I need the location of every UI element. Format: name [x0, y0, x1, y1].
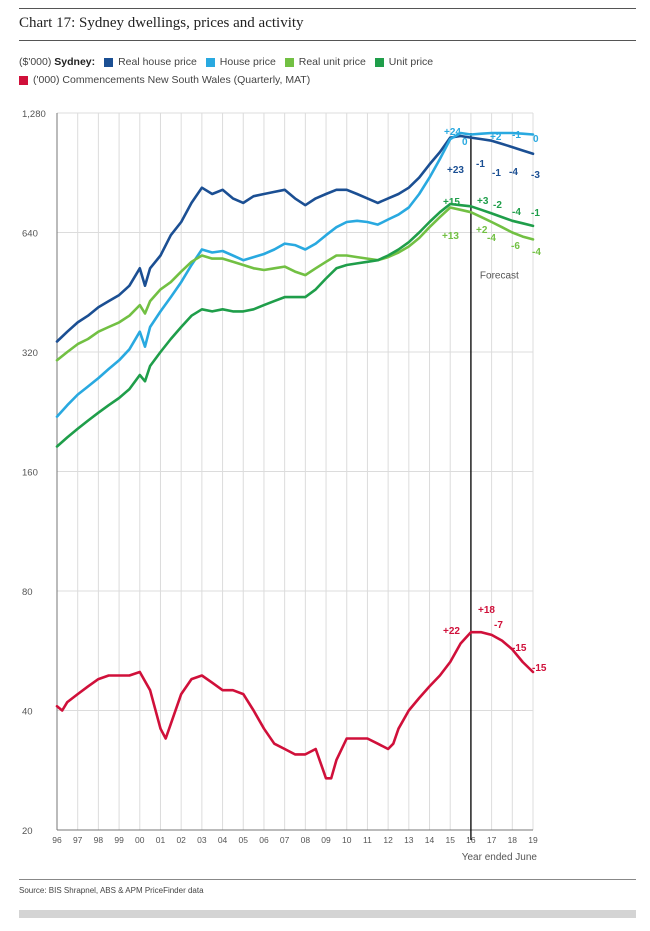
data-label: +3: [477, 196, 489, 207]
x-axis-title: Year ended June: [462, 852, 538, 863]
legend-swatch-real-house-price: [104, 57, 114, 67]
series-line-3: [55, 202, 535, 448]
y-tick-label: 1,280: [22, 109, 46, 120]
y-tick-label: 160: [22, 468, 38, 479]
x-tick-label: 10: [342, 835, 352, 845]
data-label: -4: [509, 167, 518, 178]
data-label: -7: [494, 620, 503, 631]
legend-swatch-real-unit-price: [284, 57, 294, 67]
data-label: -2: [493, 200, 502, 211]
x-tick-label: 19: [528, 835, 538, 845]
data-label: -3: [531, 170, 540, 181]
legend-group-label: Sydney:: [54, 56, 96, 69]
series-line-4: [55, 630, 535, 780]
x-tick-label: 97: [73, 835, 83, 845]
data-label: -1: [531, 208, 540, 219]
y-tick-label: 20: [22, 826, 33, 837]
data-label: 0: [462, 137, 468, 148]
x-tick-label: 03: [197, 835, 207, 845]
data-label: 0: [533, 134, 539, 145]
series-line-1: [55, 131, 535, 418]
source-rule: [19, 879, 636, 880]
series-layer: [55, 131, 535, 780]
x-tick-label: 11: [363, 835, 372, 845]
legend-row-commencements: ('000) Commencements New South Wales (Qu…: [19, 74, 310, 86]
chart-title: Chart 17: Sydney dwellings, prices and a…: [19, 15, 304, 31]
x-tick-label: 08: [301, 835, 311, 845]
data-label: -15: [512, 643, 527, 654]
top-rule: [19, 8, 636, 9]
data-label: +2: [490, 132, 502, 143]
x-tick-label: 05: [239, 835, 249, 845]
x-tick-label: 17: [487, 835, 497, 845]
x-tick-label: 02: [176, 835, 186, 845]
legend-unit: ($'000): [19, 56, 52, 69]
x-tick-label: 98: [94, 835, 104, 845]
legend-label-commencements: ('000) Commencements New South Wales (Qu…: [33, 74, 311, 87]
x-tick-label: 13: [404, 835, 414, 845]
data-label: -1: [492, 168, 501, 179]
series-line-2: [55, 206, 535, 362]
forecast-label: Forecast: [480, 271, 519, 282]
data-label: +2: [476, 225, 488, 236]
x-tick-label: 99: [114, 835, 124, 845]
axis-layer: 96 97 98 99 00 01 02 03 04 05 06 07 08 09 10 11 12 13 14 15…: [22, 109, 538, 863]
legend-swatch-unit-price: [374, 57, 384, 67]
legend-label-house-price: House price: [219, 56, 276, 69]
y-tick-label: 320: [22, 348, 38, 359]
data-label: +24: [444, 127, 461, 138]
data-label: -15: [532, 663, 547, 674]
x-tick-label: 15: [445, 835, 455, 845]
x-tick-label: 09: [321, 835, 331, 845]
data-label: -6: [511, 241, 520, 252]
title-rule: [19, 40, 636, 41]
x-tick-label: 96: [52, 835, 62, 845]
legend-label-real-house-price: Real house price: [118, 56, 197, 69]
legend-swatch-commencements: [19, 75, 28, 85]
legend-label-real-unit-price: Real unit price: [298, 56, 366, 69]
data-label: -1: [512, 130, 521, 141]
legend-swatch-house-price: [205, 57, 215, 67]
data-label: +22: [443, 626, 460, 637]
data-label: +23: [447, 165, 464, 176]
data-label: -4: [487, 233, 496, 244]
grid-layer: [57, 112, 534, 831]
source-note: Source: BIS Shrapnel, ABS & APM PriceFin…: [19, 886, 204, 895]
x-tick-label: 18: [508, 835, 518, 845]
x-tick-label: 00: [135, 835, 145, 845]
x-tick-label: 07: [280, 835, 290, 845]
x-tick-label: 01: [156, 835, 166, 845]
data-label: +13: [442, 231, 459, 242]
data-label: +15: [443, 197, 460, 208]
y-tick-label: 640: [22, 229, 38, 240]
bottom-bar: [19, 910, 636, 918]
data-label: +18: [478, 605, 495, 616]
x-tick-label: 14: [425, 835, 435, 845]
x-tick-label: 06: [259, 835, 269, 845]
data-label: -4: [512, 207, 521, 218]
data-label: -4: [532, 247, 541, 258]
annotation-layer: +240 +2 -1 0+23-1-1 -4 -3+15 +3 -2-4 -1+13+2-4-6…: [442, 127, 547, 674]
legend-row-prices: ($'000) Sydney: Real house price House p…: [19, 56, 433, 68]
y-tick-label: 80: [22, 587, 33, 598]
data-label: -1: [476, 159, 485, 170]
legend-label-unit-price: Unit price: [388, 56, 434, 69]
x-tick-label: 12: [383, 835, 393, 845]
x-tick-label: 04: [218, 835, 228, 845]
y-tick-label: 40: [22, 707, 33, 718]
